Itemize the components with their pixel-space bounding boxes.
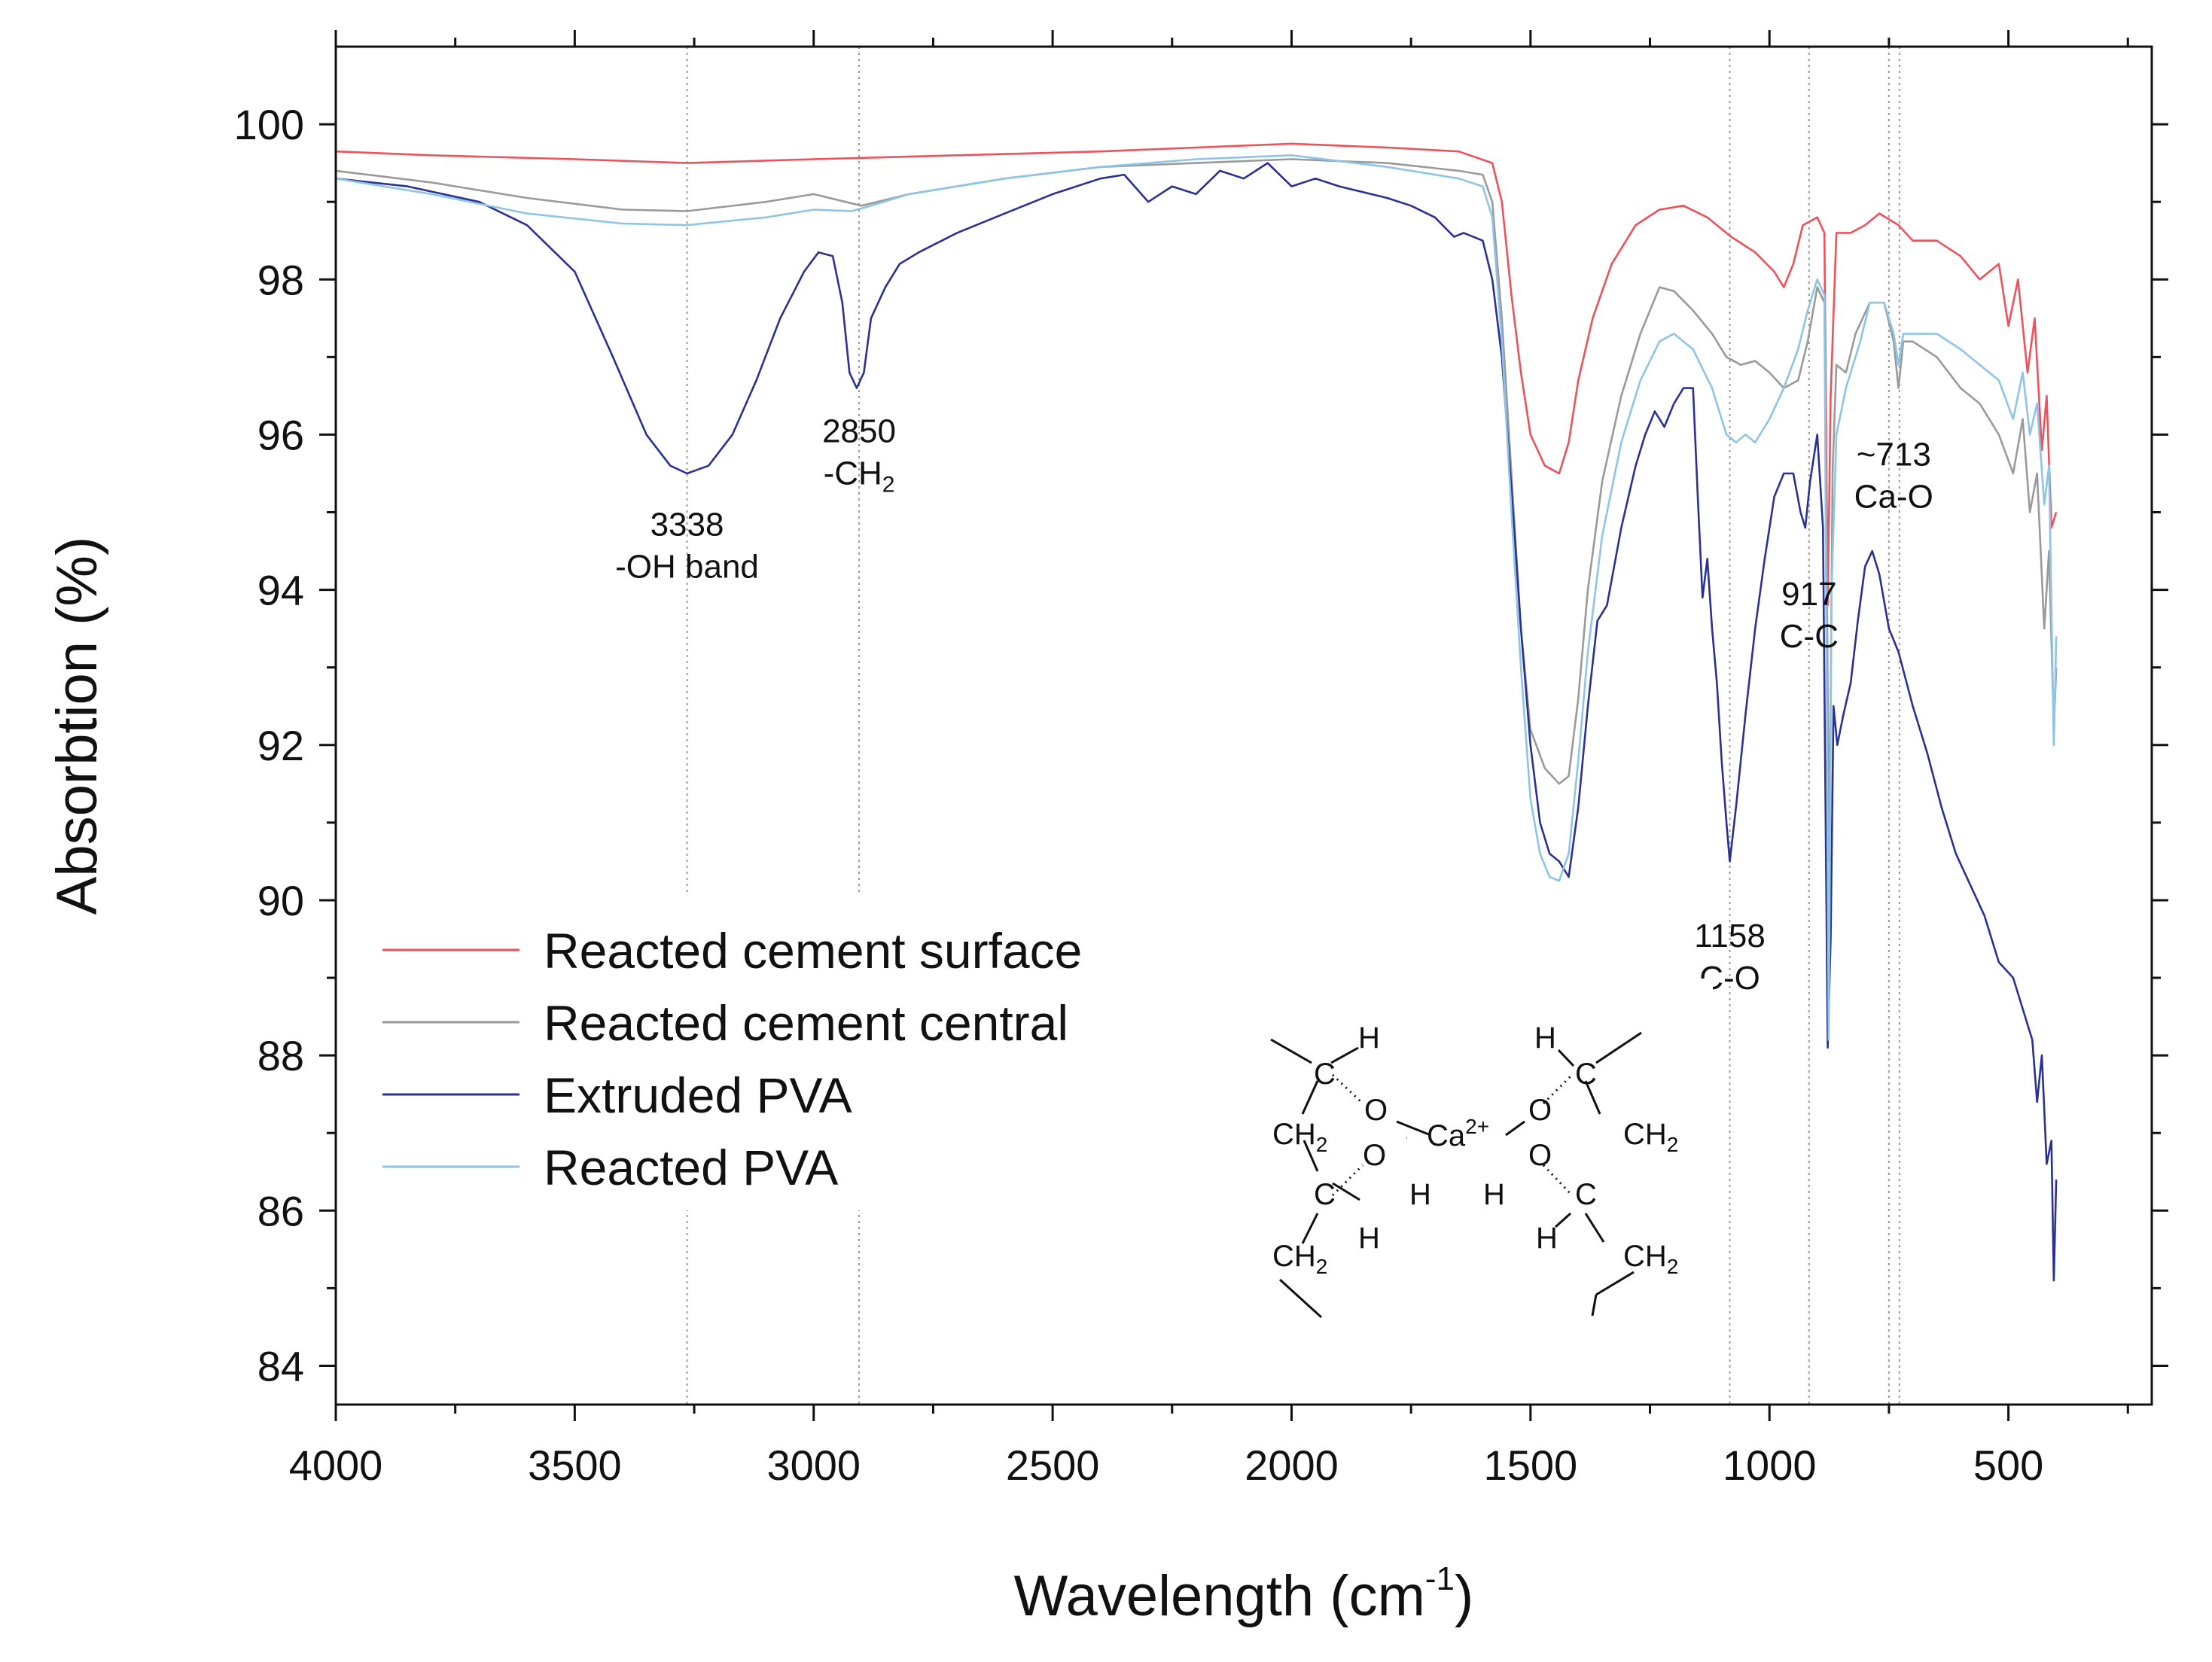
inset-background	[1216, 979, 1713, 1340]
inset-bonds	[1270, 1031, 1642, 1319]
axis-ticks	[319, 30, 2168, 1421]
peak-annotation-line: Ca-O	[1854, 479, 1933, 516]
y-tick-label: 88	[257, 1032, 304, 1079]
axis-tick-labels: 4000 3500 3000 2500 2000 1500 1000 500 84 86 88 90 9…	[234, 101, 2044, 1489]
peak-annotation-line: 3338	[650, 506, 724, 543]
atom-o: O	[1528, 1139, 1552, 1172]
legend-label: Reacted cement central	[544, 995, 1068, 1051]
peak-annotation: ~713 Ca-O	[1854, 437, 1933, 516]
atom-c: C	[1575, 1058, 1597, 1091]
peak-annotation-line: 917	[1781, 576, 1836, 613]
subscript: 2	[882, 473, 895, 498]
peak-annotation-line: C-C	[1780, 618, 1839, 655]
y-tick-label: 86	[257, 1187, 304, 1234]
x-tick-label: 500	[1973, 1441, 2043, 1489]
legend-label: Reacted PVA	[544, 1140, 838, 1195]
y-tick-label: 84	[257, 1342, 304, 1390]
y-tick-label: 92	[257, 722, 304, 769]
atom-ch2: CH2	[1272, 1118, 1327, 1156]
plot-frame	[334, 45, 2153, 1406]
peak-annotation: 2850 -CH2	[822, 413, 896, 498]
x-tick-label: 3500	[528, 1441, 622, 1489]
legend-background	[369, 894, 1209, 1210]
atom-o: O	[1363, 1139, 1386, 1172]
y-axis-title: Absorbtion (%)	[45, 537, 109, 915]
peak-annotation-line: 2850	[822, 413, 896, 450]
x-tick-label: 2000	[1245, 1441, 1339, 1489]
chemical-structure-inset: C H O CH2 O C H H CH2 Ca2+ O H C CH2 O H…	[1216, 979, 1713, 1340]
legend-label: Extruded PVA	[544, 1067, 852, 1123]
atom-h: H	[1483, 1178, 1505, 1211]
peak-annotation-line: -CH2	[824, 455, 895, 498]
atom-ch2: CH2	[1272, 1240, 1327, 1278]
inset-atoms: C H O CH2 O C H H CH2 Ca2+ O H C CH2 O H…	[1272, 1021, 1678, 1278]
x-tick-label: 4000	[289, 1441, 383, 1489]
x-tick-label: 1500	[1484, 1441, 1578, 1489]
y-tick-label: 98	[257, 256, 304, 303]
atom-c: C	[1575, 1178, 1597, 1211]
x-tick-label: 3000	[766, 1441, 861, 1489]
atom-ch2: CH2	[1623, 1240, 1678, 1278]
peak-annotation-line: -OH band	[615, 548, 759, 585]
x-tick-label: 2500	[1006, 1441, 1100, 1489]
series-group	[335, 142, 2058, 1282]
atom-h: H	[1358, 1021, 1380, 1055]
series-line-4	[335, 154, 2058, 1041]
series-line-2	[335, 158, 2058, 863]
inset-coordination-bonds	[1331, 1073, 1574, 1197]
peak-annotation: 917 C-C	[1780, 576, 1839, 655]
y-tick-label: 96	[257, 411, 304, 458]
x-axis-title: Wavelength (cm-1)	[1014, 1560, 1474, 1628]
y-tick-label: 94	[257, 567, 304, 614]
series-line-3	[335, 162, 2058, 1282]
x-tick-label: 1000	[1723, 1441, 1817, 1489]
atom-o: O	[1528, 1094, 1552, 1127]
peak-annotation-line: 1158	[1694, 918, 1766, 954]
atom-h: H	[1536, 1222, 1558, 1255]
atom-o: O	[1364, 1094, 1388, 1127]
legend-label: Reacted cement surface	[544, 923, 1082, 979]
atom-ch2: CH2	[1623, 1118, 1678, 1156]
series-line-1	[335, 142, 2058, 607]
atom-h: H	[1358, 1222, 1380, 1255]
atom-c: C	[1314, 1178, 1336, 1211]
atom-h: H	[1534, 1021, 1556, 1055]
atom-h: H	[1409, 1178, 1431, 1211]
y-tick-label: 90	[257, 877, 304, 924]
calcium-ion: Ca2+	[1427, 1115, 1489, 1152]
legend: Reacted cement surface Reacted cement cen…	[369, 894, 1209, 1210]
atom-c: C	[1314, 1058, 1336, 1091]
peak-annotation-line: ~713	[1857, 437, 1931, 473]
peak-annotation: 3338 -OH band	[615, 506, 759, 585]
y-tick-label: 100	[234, 101, 304, 148]
